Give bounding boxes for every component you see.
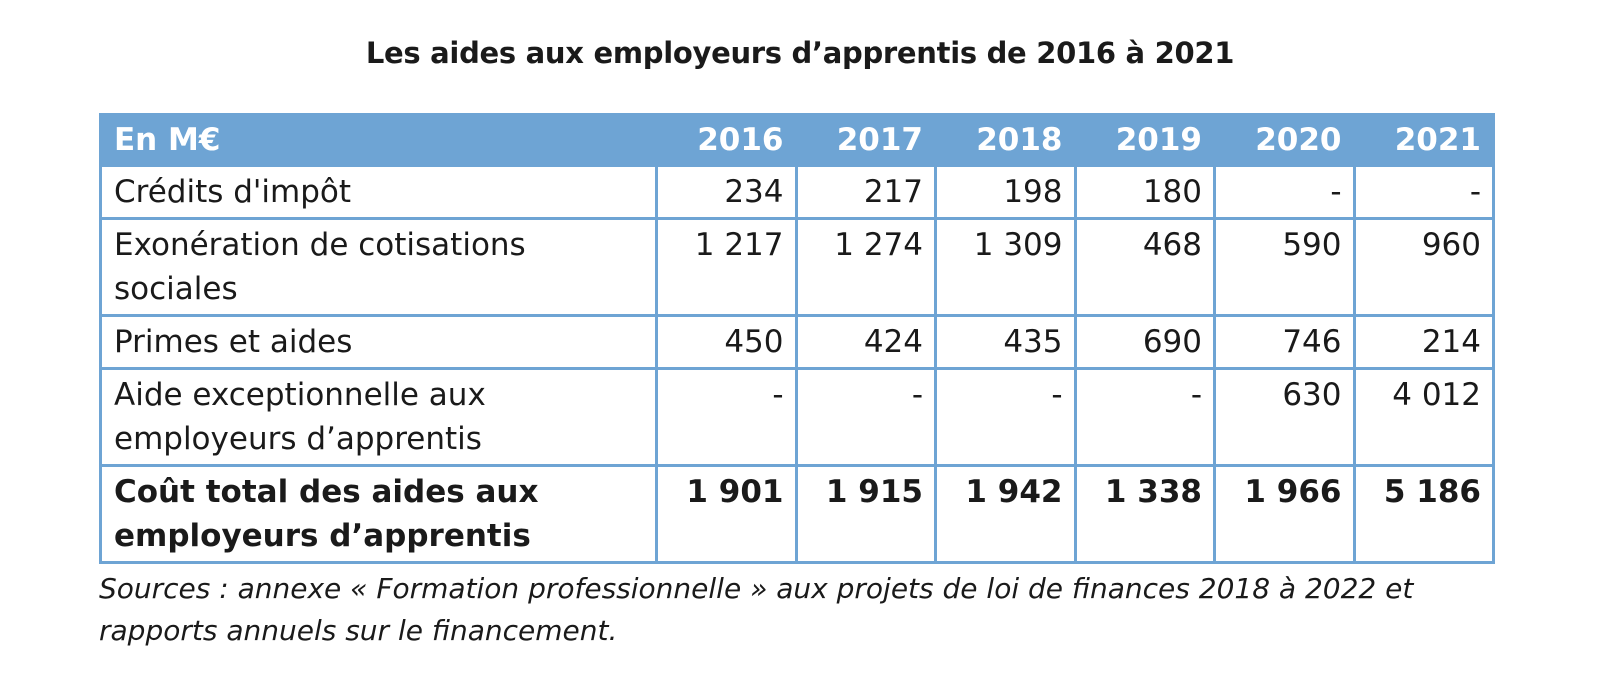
table-cell: 1 217: [655, 217, 798, 317]
table-cell: -: [1213, 164, 1356, 220]
table-row: Aide exceptionnelle aux employeurs d’app…: [99, 367, 1495, 467]
table-cell: 424: [794, 314, 937, 370]
total-cell: 1 338: [1073, 464, 1216, 564]
row-label: Exonération de cotisations sociales: [99, 217, 658, 317]
table-cell: -: [1352, 164, 1495, 220]
year-header-2018: 2018: [934, 113, 1077, 167]
table-cell: 1 274: [794, 217, 937, 317]
table-row: Primes et aides 450 424 435 690 746 214: [99, 314, 1495, 370]
table-cell: 690: [1073, 314, 1216, 370]
table-cell: 435: [934, 314, 1077, 370]
table-cell: 960: [1352, 217, 1495, 317]
document-title: Les aides aux employeurs d’apprentis de …: [365, 36, 1235, 70]
table-cell: 450: [655, 314, 798, 370]
table-cell: 1 309: [934, 217, 1077, 317]
row-label: Aide exceptionnelle aux employeurs d’app…: [99, 367, 658, 467]
table-cell: 590: [1213, 217, 1356, 317]
total-row: Coût total des aides aux employeurs d’ap…: [99, 464, 1495, 564]
table-cell: 4 012: [1352, 367, 1495, 467]
total-cell: 1 942: [934, 464, 1077, 564]
table-cell: -: [794, 367, 937, 467]
table-cell: 214: [1352, 314, 1495, 370]
total-label: Coût total des aides aux employeurs d’ap…: [99, 464, 658, 564]
table-cell: 234: [655, 164, 798, 220]
year-header-2017: 2017: [794, 113, 937, 167]
table-cell: 630: [1213, 367, 1356, 467]
table-cell: 217: [794, 164, 937, 220]
table-cell: -: [1073, 367, 1216, 467]
unit-header: En M€: [99, 113, 658, 167]
table-header: En M€ 2016 2017 2018 2019 2020 2021: [99, 113, 1495, 167]
table-row: Crédits d'impôt 234 217 198 180 - -: [99, 164, 1495, 220]
table-cell: -: [655, 367, 798, 467]
aides-table: En M€ 2016 2017 2018 2019 2020 2021 Créd…: [99, 113, 1495, 564]
row-label: Primes et aides: [99, 314, 658, 370]
year-header-2016: 2016: [655, 113, 798, 167]
total-cell: 1 901: [655, 464, 798, 564]
total-cell: 5 186: [1352, 464, 1495, 564]
table-cell: 198: [934, 164, 1077, 220]
year-header-2019: 2019: [1073, 113, 1216, 167]
row-label: Crédits d'impôt: [99, 164, 658, 220]
table-body: Crédits d'impôt 234 217 198 180 - - Exon…: [99, 164, 1495, 564]
total-cell: 1 915: [794, 464, 937, 564]
total-cell: 1 966: [1213, 464, 1356, 564]
table-row: Exonération de cotisations sociales 1 21…: [99, 217, 1495, 317]
sources-note: Sources : annexe « Formation professionn…: [99, 572, 1414, 647]
table-cell: 746: [1213, 314, 1356, 370]
table-cell: -: [934, 367, 1077, 467]
year-header-2021: 2021: [1352, 113, 1495, 167]
table-cell: 468: [1073, 217, 1216, 317]
header-row: En M€ 2016 2017 2018 2019 2020 2021: [99, 113, 1495, 167]
table-cell: 180: [1073, 164, 1216, 220]
year-header-2020: 2020: [1213, 113, 1356, 167]
